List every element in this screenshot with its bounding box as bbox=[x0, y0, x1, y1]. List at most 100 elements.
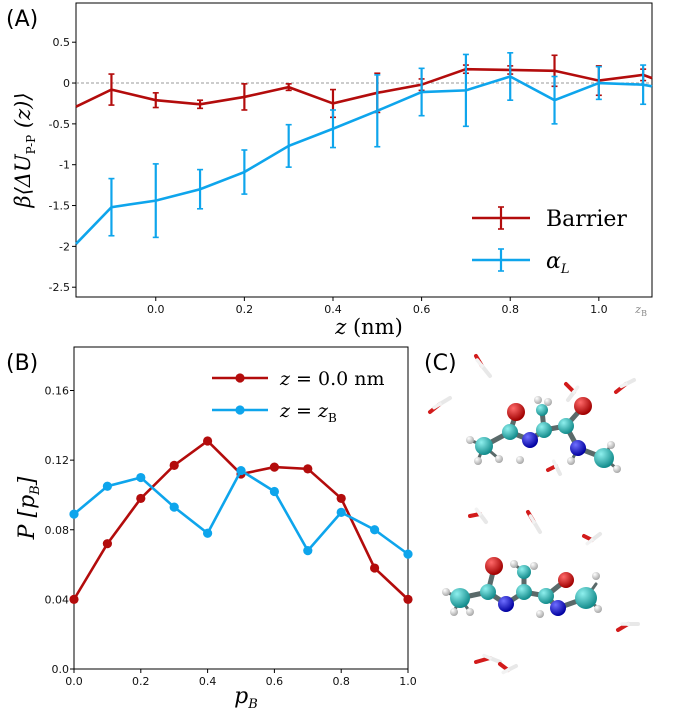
y-axis-label: β⟨ΔUP-P (z)⟩ bbox=[11, 92, 38, 208]
data-point bbox=[269, 462, 279, 472]
y-axis-label: P [pB] bbox=[15, 476, 43, 540]
atom bbox=[558, 572, 574, 588]
x-tick-label: 1.0 bbox=[590, 303, 608, 316]
x-tick-label-zb: zB bbox=[634, 303, 647, 318]
molecular-snapshot bbox=[428, 354, 640, 675]
x-tick-label: 0.8 bbox=[332, 675, 350, 688]
data-point bbox=[303, 464, 313, 474]
water-bond bbox=[528, 514, 536, 524]
atom bbox=[536, 422, 552, 438]
x-tick-label: 0.6 bbox=[266, 675, 284, 688]
chart-b: 0.0 0.04 0.08 0.12 0.16 0.0 0.2 0.4 0.6 0.8 1.0 pB P… bbox=[15, 346, 417, 711]
panel-a-label: (A) bbox=[6, 7, 38, 32]
data-point bbox=[102, 481, 112, 491]
data-point bbox=[203, 436, 213, 446]
legend-label: Barrier bbox=[546, 207, 627, 232]
atom bbox=[567, 457, 575, 465]
data-point bbox=[69, 509, 79, 519]
data-point bbox=[303, 546, 313, 556]
water-bond bbox=[475, 358, 484, 368]
atom bbox=[495, 455, 503, 463]
atom bbox=[475, 437, 493, 455]
y-tick-label: -2.5 bbox=[49, 281, 70, 294]
water-bond bbox=[480, 364, 492, 378]
data-point bbox=[269, 486, 279, 497]
y-tick-label: -2 bbox=[59, 240, 70, 253]
data-point bbox=[370, 563, 380, 573]
water-bond bbox=[488, 656, 502, 664]
y-tick-label: 0 bbox=[63, 77, 70, 90]
water-bond bbox=[585, 538, 594, 546]
legend-b: z = 0.0 nm z = zB bbox=[212, 368, 385, 425]
series-z-zb bbox=[69, 465, 413, 559]
x-tick-label: 0.4 bbox=[199, 675, 217, 688]
x-axis-label: pB bbox=[234, 684, 258, 711]
data-point bbox=[69, 594, 79, 604]
series-line bbox=[73, 468, 409, 556]
atom bbox=[450, 588, 470, 608]
data-point bbox=[370, 525, 380, 535]
atom bbox=[570, 440, 586, 456]
y-tick-label: 0.12 bbox=[45, 454, 70, 467]
water-bond bbox=[532, 520, 542, 534]
water-bond bbox=[572, 385, 580, 394]
data-point bbox=[236, 465, 246, 476]
y-tick-label: 0.04 bbox=[45, 593, 70, 606]
x-tick-label: 0.0 bbox=[65, 675, 83, 688]
x-tick-label: 1.0 bbox=[399, 675, 417, 688]
x-tick-label: 0.6 bbox=[413, 303, 431, 316]
atom bbox=[442, 588, 450, 596]
data-point bbox=[102, 539, 112, 549]
atom bbox=[574, 397, 592, 415]
series-barrier bbox=[75, 54, 653, 119]
x-tick-label: 0.2 bbox=[236, 303, 254, 316]
plot-frame bbox=[73, 346, 409, 670]
atom bbox=[498, 596, 514, 612]
atom bbox=[538, 588, 554, 604]
atom bbox=[536, 610, 544, 618]
y-tick-label: -0.5 bbox=[49, 118, 70, 131]
legend-a: Barrier αL bbox=[472, 206, 627, 277]
atom bbox=[550, 600, 566, 616]
panel-b-label: (B) bbox=[6, 351, 38, 376]
x-tick-label: 0.0 bbox=[147, 303, 165, 316]
y-tick-label: 0.08 bbox=[45, 524, 70, 537]
atom bbox=[474, 457, 482, 465]
atom bbox=[466, 608, 474, 616]
y-tick-label: -1.5 bbox=[49, 200, 70, 213]
data-point bbox=[403, 594, 413, 604]
y-tick-label: 0.0 bbox=[52, 663, 70, 676]
atom bbox=[530, 562, 538, 570]
atom bbox=[594, 605, 602, 613]
water-bond bbox=[551, 459, 558, 468]
data-point bbox=[169, 502, 179, 512]
water-bond bbox=[438, 396, 452, 406]
atom bbox=[613, 465, 621, 473]
atom bbox=[480, 584, 496, 600]
atom bbox=[517, 565, 531, 579]
atom bbox=[594, 448, 614, 468]
atom bbox=[607, 441, 615, 449]
water-bond bbox=[619, 382, 628, 389]
data-point bbox=[203, 528, 213, 538]
series-alpha-l bbox=[75, 52, 653, 245]
atom bbox=[558, 418, 574, 434]
data-point bbox=[336, 493, 346, 504]
y-tick-label: -1 bbox=[59, 159, 70, 172]
y-tick-label: 0.5 bbox=[53, 36, 71, 49]
atom bbox=[516, 584, 532, 600]
legend-label: z = 0.0 nm bbox=[279, 368, 385, 390]
atom bbox=[575, 587, 597, 609]
data-point bbox=[336, 507, 346, 517]
atom bbox=[592, 572, 600, 580]
atom bbox=[485, 557, 503, 575]
data-point bbox=[136, 493, 146, 504]
x-tick-label: 0.2 bbox=[132, 675, 150, 688]
atom bbox=[522, 432, 538, 448]
atom bbox=[507, 403, 525, 421]
water-bond bbox=[482, 653, 492, 660]
y-tick-label: 0.16 bbox=[45, 385, 70, 398]
atom bbox=[466, 436, 474, 444]
series-line bbox=[75, 67, 653, 108]
water-bond bbox=[432, 402, 442, 410]
